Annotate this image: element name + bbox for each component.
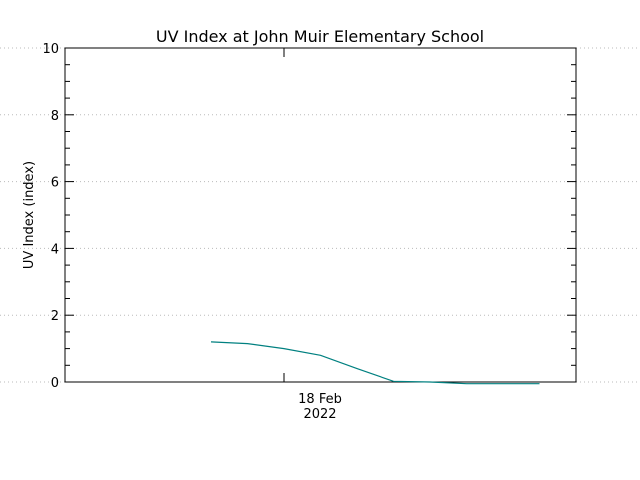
series-line bbox=[210, 341, 540, 385]
y-tick-label: 6 bbox=[51, 176, 59, 191]
y-tick-label: 10 bbox=[42, 42, 59, 57]
y-tick-label: 4 bbox=[51, 242, 59, 257]
x-tick-label-line2: 2022 bbox=[303, 407, 336, 422]
y-axis-label: UV Index (index) bbox=[22, 161, 37, 269]
y-axis-ticks: 0 2 4 6 8 10 bbox=[42, 42, 576, 391]
series-layer bbox=[210, 341, 540, 385]
y-tick-label: 2 bbox=[51, 309, 59, 324]
x-tick-label-line1: 18 Feb bbox=[298, 392, 342, 407]
gridlines bbox=[0, 47, 640, 383]
y-tick-label: 0 bbox=[51, 376, 59, 391]
chart-title: UV Index at John Muir Elementary School bbox=[156, 27, 484, 46]
plot-frame bbox=[64, 47, 577, 383]
y-tick-label: 8 bbox=[51, 109, 59, 124]
